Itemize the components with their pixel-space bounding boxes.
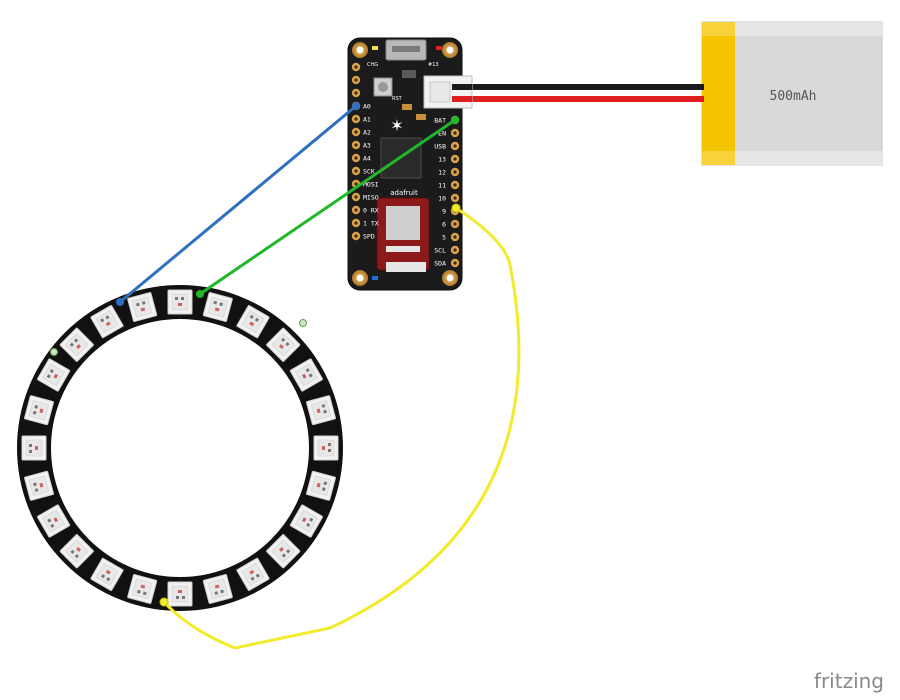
board-brand: adafruit	[390, 189, 418, 197]
neopixel-led	[21, 435, 47, 461]
battery-bottom-edge	[702, 151, 882, 165]
right-pin-label: 11	[438, 182, 446, 190]
neopixel-led	[24, 395, 54, 426]
wires	[116, 102, 521, 650]
neopixel-led	[37, 504, 71, 538]
neopixel-led	[236, 305, 270, 339]
left-pin-label: MISO	[363, 194, 379, 202]
neopixel-led	[313, 435, 339, 461]
ring-pad	[299, 319, 307, 327]
wire-green-end-ring	[196, 290, 204, 298]
neopixel-led	[306, 470, 336, 501]
feather-board: CHG #13 RST ✶ adafruit A0 A1 A2 A3 A4 SCK MOSI…	[347, 37, 473, 291]
left-pin-label: A1	[363, 116, 371, 124]
battery-cap	[702, 22, 735, 165]
adafruit-star-logo: ✶	[390, 116, 403, 135]
right-pin-label: BAT	[434, 117, 446, 125]
left-pin-header: A0 A1 A2 A3 A4 SCK MOSI MISO 0 RX 1 TX SPD	[351, 62, 379, 241]
neopixel-led	[24, 470, 54, 501]
label-13: #13	[428, 62, 439, 68]
neopixel-led	[289, 504, 323, 538]
left-pin-label: A0	[363, 103, 371, 111]
neopixel-led	[266, 327, 301, 362]
left-pin-label: A3	[363, 142, 371, 150]
neopixel-led	[266, 534, 301, 569]
neopixel-led	[59, 534, 94, 569]
status-led	[372, 276, 378, 280]
rst-label: RST	[392, 96, 403, 102]
left-pin-label: SCK	[363, 168, 375, 176]
right-pin-label: 13	[438, 156, 446, 164]
fritzing-watermark: fritzing	[814, 669, 884, 693]
neopixel-led	[59, 327, 94, 362]
battery-wire-red	[472, 96, 704, 102]
wire-yellow	[162, 206, 521, 650]
wire-blue-end-board	[352, 102, 360, 110]
neopixel-led	[289, 358, 323, 392]
left-pin-label: A2	[363, 129, 371, 137]
right-pin-label: EN	[438, 130, 446, 138]
neopixel-led	[127, 574, 158, 604]
right-pin-label: 9	[442, 208, 446, 216]
battery: 500mAh	[701, 21, 883, 166]
led-13	[436, 46, 442, 50]
neopixel-led	[236, 557, 270, 591]
left-pin-label: A4	[363, 155, 371, 163]
left-pin-label: SPD	[363, 233, 375, 241]
neopixel-led	[167, 289, 193, 315]
neopixel-led	[127, 292, 158, 322]
battery-capacity-label: 500mAh	[770, 89, 817, 104]
right-pin-header: BAT EN USB 13 12 11 10 9 6 5 SCL SDA	[434, 115, 460, 268]
right-pin-label: 6	[442, 221, 446, 229]
wire-blue	[119, 104, 357, 304]
left-pin-label: 0 RX	[363, 207, 379, 215]
neopixel-led	[90, 557, 124, 591]
neopixel-ring	[17, 285, 343, 611]
neopixel-led	[37, 358, 71, 392]
wire-yellow-end-ring	[159, 597, 169, 607]
right-pin-label: SCL	[434, 247, 446, 255]
neopixel-led	[202, 574, 233, 604]
chg-label: CHG	[367, 62, 378, 68]
ring-pad	[50, 348, 58, 356]
wire-green-end-board	[451, 116, 459, 124]
right-pin-label: 10	[438, 195, 446, 203]
battery-wire-black	[472, 84, 704, 90]
radio-shield	[386, 206, 420, 240]
left-pin-label: 1 TX	[363, 220, 379, 228]
neopixel-led	[167, 581, 193, 607]
neopixel-led	[306, 395, 336, 426]
neopixel-led	[90, 305, 124, 339]
battery-cable	[472, 84, 704, 102]
right-pin-label: USB	[434, 143, 446, 151]
right-pin-label: SDA	[434, 260, 446, 268]
chg-led	[372, 46, 378, 50]
wire-blue-end-ring	[116, 298, 124, 306]
wire-yellow-end-board	[451, 203, 461, 213]
wire-green	[199, 118, 456, 296]
left-pin-label: MOSI	[363, 181, 379, 189]
ring-pixels	[21, 289, 339, 607]
battery-top-edge	[702, 22, 882, 36]
right-pin-label: 12	[438, 169, 446, 177]
neopixel-led	[202, 292, 233, 322]
right-pin-label: 5	[442, 234, 446, 242]
